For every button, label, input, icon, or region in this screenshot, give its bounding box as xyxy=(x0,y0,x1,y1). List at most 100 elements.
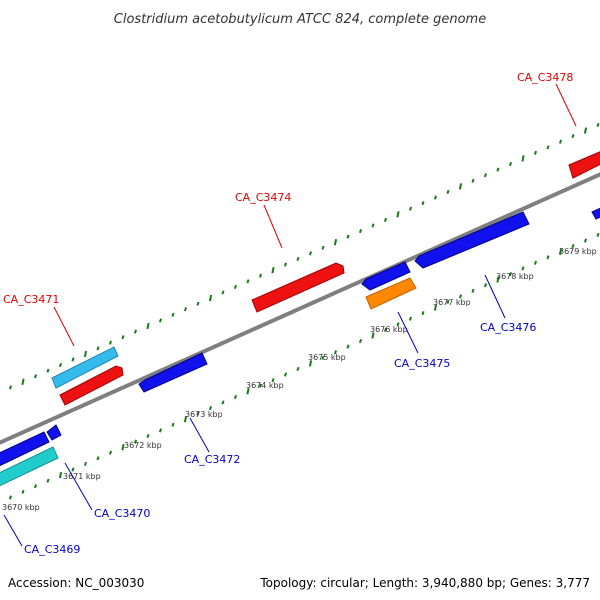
minor-tick xyxy=(433,195,438,200)
minor-tick xyxy=(371,223,375,228)
major-tick xyxy=(396,211,400,218)
gene-ca-c3473[interactable] xyxy=(361,261,411,291)
gene-ca-c3472[interactable] xyxy=(138,352,208,393)
minor-tick xyxy=(508,161,513,167)
tick-row-lower xyxy=(8,232,600,500)
callout-line xyxy=(53,306,75,347)
gene-label[interactable]: CA_C3469 xyxy=(24,543,80,556)
minor-tick xyxy=(308,251,313,256)
minor-tick xyxy=(483,173,488,178)
major-tick xyxy=(246,388,250,395)
gene-ca-c3474[interactable] xyxy=(251,262,345,313)
major-tick xyxy=(333,239,338,246)
minor-tick xyxy=(271,378,275,383)
scale-label: 3672 kbp xyxy=(124,441,162,450)
minor-tick xyxy=(171,422,175,427)
gene-label[interactable]: CA_C3470 xyxy=(94,507,150,520)
minor-tick xyxy=(33,484,38,489)
gene-ca-c3471[interactable] xyxy=(51,346,119,389)
gene-label[interactable]: CA_C3476 xyxy=(480,321,536,334)
minor-tick xyxy=(508,271,513,277)
minor-tick xyxy=(546,255,550,260)
callout-line xyxy=(397,311,419,354)
minor-tick xyxy=(471,288,475,293)
minor-tick xyxy=(421,311,425,316)
gene-labels: CA_C3471 CA_C3474 CA_C3478 CA_C3469 CA_C… xyxy=(3,71,573,556)
callout-lines xyxy=(3,83,577,547)
minor-tick xyxy=(321,245,325,250)
minor-tick xyxy=(421,201,425,206)
major-tick xyxy=(21,378,25,386)
minor-tick xyxy=(496,167,500,172)
minor-tick xyxy=(196,411,200,416)
major-tick xyxy=(371,332,375,339)
minor-tick xyxy=(133,439,138,444)
scale-label: 3671 kbp xyxy=(63,472,101,481)
major-tick xyxy=(496,276,500,283)
reverse-strand-genes xyxy=(0,206,600,488)
minor-tick xyxy=(33,374,38,379)
scale-label: 3674 kbp xyxy=(246,381,284,390)
minor-tick xyxy=(458,294,463,299)
callout-line xyxy=(3,514,23,547)
map-title: Clostridium acetobutylicum ATCC 824, com… xyxy=(114,12,486,27)
gene-label[interactable]: CA_C3475 xyxy=(394,357,450,370)
minor-tick xyxy=(46,478,50,483)
major-tick xyxy=(208,294,213,302)
minor-tick xyxy=(596,122,600,128)
minor-tick xyxy=(446,189,450,195)
gene-label[interactable]: CA_C3472 xyxy=(184,453,240,466)
minor-tick xyxy=(583,238,588,243)
minor-tick xyxy=(483,283,488,288)
major-tick xyxy=(58,471,63,479)
gene-ca-c3469[interactable] xyxy=(0,431,50,468)
minor-tick xyxy=(258,383,263,388)
minor-tick xyxy=(246,279,250,284)
gene-label[interactable]: CA_C3478 xyxy=(517,71,573,84)
forward-strand-genes xyxy=(51,151,600,406)
minor-tick xyxy=(146,433,150,439)
minor-tick xyxy=(296,256,300,262)
minor-tick xyxy=(596,232,600,238)
minor-tick xyxy=(233,284,238,289)
minor-tick xyxy=(446,299,450,305)
gene-label[interactable]: CA_C3471 xyxy=(3,293,59,306)
gene-ca-c3469-b[interactable] xyxy=(46,424,62,441)
major-tick xyxy=(558,248,563,255)
scale-label: 3678 kbp xyxy=(496,272,534,281)
major-tick xyxy=(583,127,588,134)
minor-tick xyxy=(171,312,175,317)
gene-ca-c3470[interactable] xyxy=(0,446,59,488)
minor-tick xyxy=(258,273,263,278)
minor-tick xyxy=(383,327,388,332)
minor-tick xyxy=(358,338,363,344)
gene-label[interactable]: CA_C3474 xyxy=(235,191,291,204)
minor-tick xyxy=(158,318,163,323)
callout-line xyxy=(263,204,283,249)
minor-tick xyxy=(108,450,113,455)
minor-tick xyxy=(408,206,413,211)
major-tick xyxy=(121,443,125,451)
minor-tick xyxy=(571,134,575,139)
minor-tick xyxy=(71,357,75,362)
gene-ca-c3471-b[interactable] xyxy=(59,365,124,406)
gene-ca-c3476[interactable] xyxy=(414,211,530,269)
gene-ca-c3478[interactable] xyxy=(568,151,600,179)
gene-ca-c3475[interactable] xyxy=(365,277,417,310)
minor-tick xyxy=(283,372,288,377)
minor-tick xyxy=(46,368,50,373)
minor-tick xyxy=(208,405,213,411)
gene-ca-c3477[interactable] xyxy=(591,206,600,220)
minor-tick xyxy=(558,139,563,144)
minor-tick xyxy=(546,145,550,150)
major-tick xyxy=(271,266,275,274)
minor-tick xyxy=(133,329,138,334)
minor-tick xyxy=(396,322,400,327)
minor-tick xyxy=(233,394,238,399)
genome-backbone xyxy=(0,172,600,445)
minor-tick xyxy=(96,456,100,461)
minor-tick xyxy=(333,350,338,355)
minor-tick xyxy=(471,178,475,183)
minor-tick xyxy=(83,461,88,466)
minor-tick xyxy=(58,363,63,368)
